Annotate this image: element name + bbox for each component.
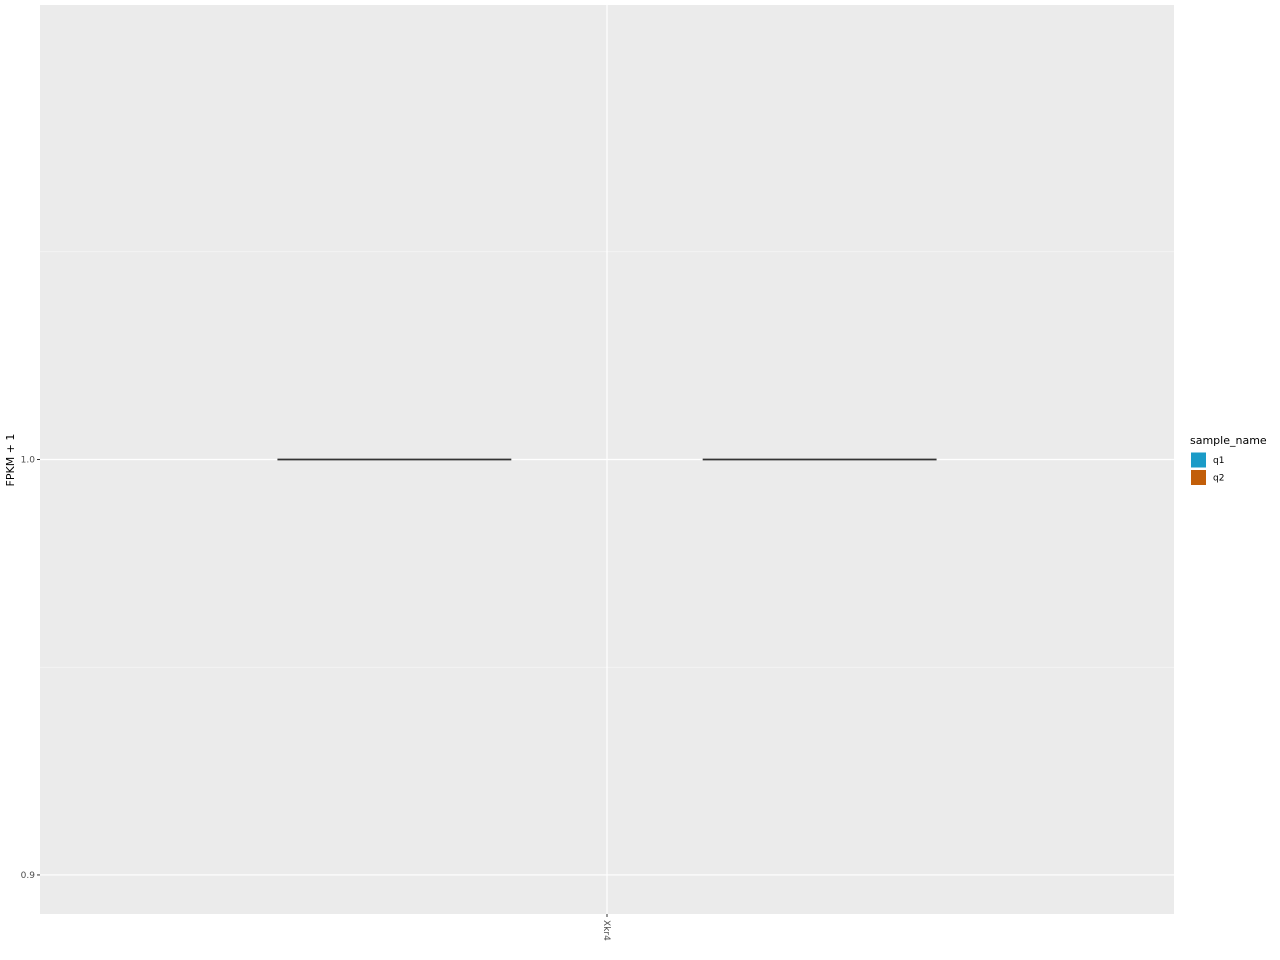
legend-title: sample_name [1190, 434, 1267, 447]
legend-label-q2: q2 [1213, 474, 1224, 484]
y-tick-label: 1.0 [21, 456, 36, 466]
y-axis: 0.9 1.0 [21, 456, 40, 881]
y-axis-title: FPKM + 1 [4, 434, 17, 487]
x-axis: Xkr4 [601, 914, 611, 941]
legend-key-q2 [1190, 469, 1207, 486]
legend-key-q1 [1190, 451, 1207, 469]
legend: sample_name q1 q2 [1190, 434, 1267, 486]
y-tick-label: 0.9 [21, 871, 36, 881]
major-gridlines [40, 5, 1174, 914]
x-tick-label: Xkr4 [601, 920, 611, 941]
legend-label-q1: q1 [1213, 456, 1224, 466]
